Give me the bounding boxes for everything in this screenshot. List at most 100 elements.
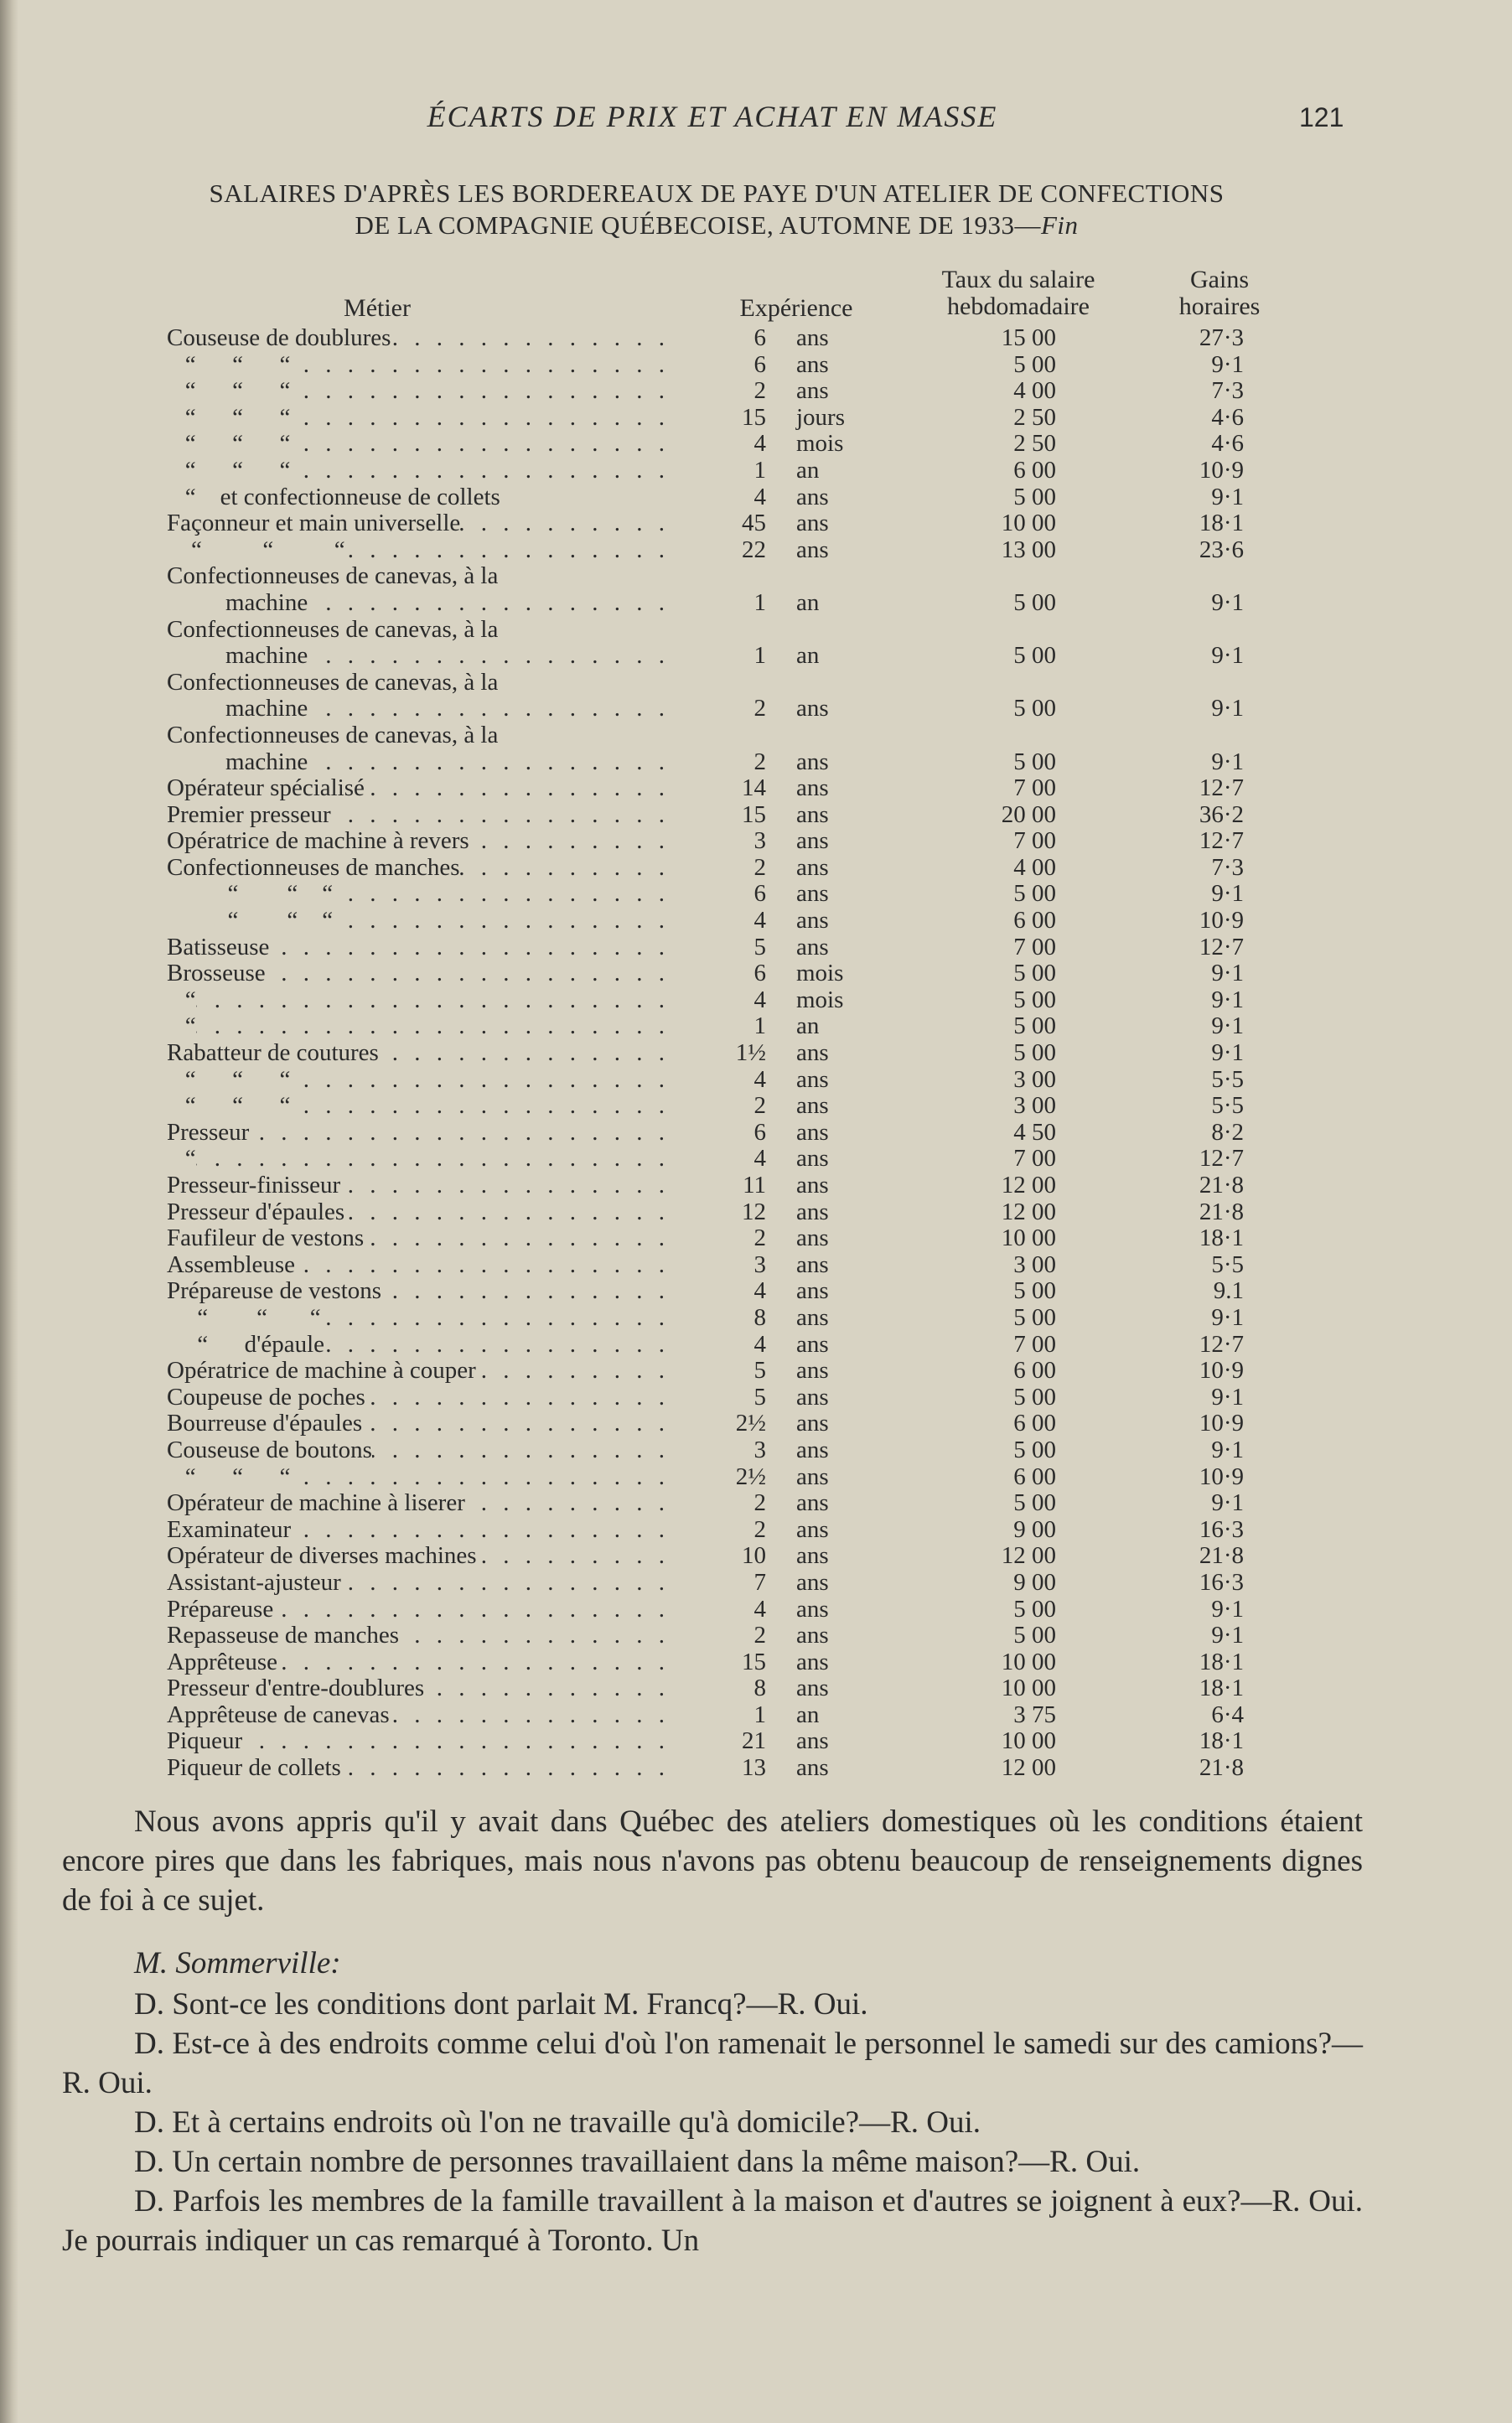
table-row: “ “ “. . . . . . . . . . . . . . . . . .…	[0, 907, 1512, 935]
metier-line: Apprêteuse de canevas. . . . . . . . . .…	[167, 1702, 670, 1729]
qa-line: D. Est-ce à des endroits comme celui d'o…	[62, 2027, 1363, 2100]
experience-unit: mois	[796, 986, 844, 1013]
metier-cell: “ “ “. . . . . . . . . . . . . . . . . .…	[167, 405, 670, 432]
metier-line: “ “ “. . . . . . . . . . . . . . . . . .…	[167, 458, 670, 484]
experience-value: 1	[753, 588, 767, 616]
weekly-wage: 13 00	[1001, 536, 1056, 563]
metier-label: “	[167, 986, 196, 1013]
experience-value: 21	[742, 1727, 766, 1755]
table-row: “ “ “. . . . . . . . . . . . . . . . . .…	[0, 350, 1512, 379]
experience-value: 15	[742, 800, 766, 828]
weekly-wage: 15 00	[1001, 324, 1056, 351]
metier-line: Prépareuse de vestons. . . . . . . . . .…	[167, 1278, 670, 1305]
experience-value: 4	[753, 907, 767, 935]
experience-unit: ans	[796, 483, 829, 510]
experience-value: 7	[753, 1568, 767, 1596]
metier-line: “ et confectionneuse de collets	[167, 484, 670, 511]
metier-label: “ “ “	[167, 378, 291, 405]
hourly-earnings: 9·1	[1211, 1303, 1244, 1331]
metier-label: “ “ “	[167, 351, 291, 378]
metier-cell: Assistant-ajusteur. . . . . . . . . . . …	[167, 1570, 670, 1597]
table-row: “ “ “. . . . . . . . . . . . . . . . . .…	[0, 431, 1512, 458]
metier-label: Faufileur de vestons	[167, 1225, 365, 1252]
weekly-wage: 12 00	[1001, 1198, 1056, 1225]
column-header-experience: Expérience	[739, 294, 853, 322]
metier-line: Confectionneuses de manches. . . . . . .…	[167, 855, 670, 882]
dot-leader: . . . . . . . . . . . . . . . . . . . . …	[290, 457, 670, 484]
metier-line: Presseur. . . . . . . . . . . . . . . . …	[167, 1120, 670, 1147]
metier-line: Presseur-finisseur. . . . . . . . . . . …	[167, 1173, 670, 1199]
experience-value: 2½	[735, 1410, 766, 1437]
hourly-earnings: 9·1	[1211, 350, 1244, 378]
dot-leader: . . . . . . . . . . . . . . . . . . . . …	[266, 960, 670, 987]
dot-leader: . . . . . . . . . . . . . . . . . . . . …	[344, 1199, 670, 1225]
table-row: Prépareuse de vestons. . . . . . . . . .…	[0, 1278, 1512, 1305]
dot-leader: . . . . . . . . . . . . . . . . . . . . …	[196, 1013, 670, 1040]
metier-line: Apprêteuse. . . . . . . . . . . . . . . …	[167, 1649, 670, 1676]
experience-value: 6	[753, 960, 767, 987]
experience-value: 2	[753, 748, 767, 775]
metier-cell: Façonneur et main universelle. . . . . .…	[167, 510, 670, 537]
experience-unit: ans	[796, 1383, 829, 1411]
metier-cell: Faufileur de vestons. . . . . . . . . . …	[167, 1225, 670, 1252]
metier-label: “ “ “	[167, 1463, 291, 1490]
hourly-earnings: 9.1	[1213, 1277, 1244, 1305]
metier-line: “. . . . . . . . . . . . . . . . . . . .…	[167, 1013, 670, 1040]
experience-unit: ans	[796, 1568, 829, 1596]
metier-cell: Couseuse de doublures. . . . . . . . . .…	[167, 325, 670, 352]
metier-line: “ “ “. . . . . . . . . . . . . . . . . .…	[167, 405, 670, 432]
experience-value: 4	[753, 986, 767, 1013]
metier-cell: “ “ “. . . . . . . . . . . . . . . . . .…	[167, 1093, 670, 1120]
metier-label: “ “ “	[167, 1093, 291, 1120]
table-title: SALAIRES D'APRÈS LES BORDEREAUX DE PAYE …	[50, 178, 1383, 241]
weekly-wage: 7 00	[1013, 774, 1056, 802]
experience-unit: mois	[796, 430, 844, 458]
metier-line: “ “ “. . . . . . . . . . . . . . . . . .…	[167, 1464, 670, 1491]
metier-cell: “ “ “. . . . . . . . . . . . . . . . . .…	[167, 378, 670, 405]
hourly-earnings: 9·1	[1211, 1622, 1244, 1649]
metier-cell: Repasseuse de manches. . . . . . . . . .…	[167, 1623, 670, 1649]
metier-cell: Presseur. . . . . . . . . . . . . . . . …	[167, 1120, 670, 1147]
experience-unit: ans	[796, 1436, 829, 1463]
metier-line: Opérateur spécialisé. . . . . . . . . . …	[167, 775, 670, 802]
dot-leader: . . . . . . . . . . . . . . . . . . . . …	[340, 1173, 670, 1199]
experience-value: 6	[753, 324, 767, 351]
metier-label: Presseur	[167, 1119, 250, 1146]
metier-cell: Piqueur. . . . . . . . . . . . . . . . .…	[167, 1728, 670, 1755]
experience-value: 2	[753, 1515, 767, 1543]
metier-label: “ “ “	[167, 881, 334, 908]
dot-leader: . . . . . . . . . . . . . . . . . . . . …	[365, 1384, 670, 1411]
hourly-earnings: 9·1	[1211, 1012, 1244, 1040]
experience-value: 5	[753, 1383, 767, 1411]
weekly-wage: 12 00	[1001, 1754, 1056, 1782]
dot-leader: . . . . . . . . . . . . . . . . . . . . …	[362, 1411, 670, 1437]
table-row: Couseuse de boutons. . . . . . . . . . .…	[0, 1437, 1512, 1464]
weekly-wage: 4 00	[1013, 853, 1056, 881]
table-row: “ “ “. . . . . . . . . . . . . . . . . .…	[0, 378, 1512, 405]
dot-leader: . . . . . . . . . . . . . . . . . . . . …	[477, 1543, 670, 1570]
experience-unit: ans	[796, 1463, 829, 1490]
metier-label: “	[167, 1013, 196, 1040]
hourly-earnings: 10·9	[1199, 1357, 1244, 1385]
metier-cell: Brosseuse. . . . . . . . . . . . . . . .…	[167, 960, 670, 987]
metier-line: “ “ “. . . . . . . . . . . . . . . . . .…	[167, 1093, 670, 1120]
metier-line: “ “ “. . . . . . . . . . . . . . . . . .…	[167, 908, 670, 935]
experience-unit: ans	[796, 695, 829, 722]
hourly-earnings: 4·6	[1211, 430, 1244, 458]
metier-cell: Confectionneuses de canevas, à la machine…	[167, 617, 670, 670]
metier-line: Rabatteur de coutures. . . . . . . . . .…	[167, 1040, 670, 1067]
dot-leader: . . . . . . . . . . . . . . . . . . . . …	[424, 1675, 670, 1702]
dot-leader: . . . . . . . . . . . . . . . . . . . . …	[476, 1358, 670, 1385]
dot-leader: . . . . . . . . . . . . . . . . . . . . …	[324, 1331, 670, 1358]
hourly-earnings: 9·1	[1211, 1595, 1244, 1623]
dot-leader: . . . . . . . . . . . . . . . . . . . . …	[459, 854, 670, 881]
column-header-metier: Métier	[344, 294, 411, 322]
table-row: Confectionneuses de manches. . . . . . .…	[0, 853, 1512, 882]
weekly-wage: 12 00	[1001, 1542, 1056, 1570]
experience-unit: ans	[796, 1727, 829, 1755]
table-title-line1: SALAIRES D'APRÈS LES BORDEREAUX DE PAYE …	[209, 179, 1225, 208]
experience-unit: ans	[796, 933, 829, 960]
hourly-earnings: 9·1	[1211, 483, 1244, 510]
table-row: Piqueur. . . . . . . . . . . . . . . . .…	[0, 1728, 1512, 1755]
experience-unit: ans	[796, 1648, 829, 1675]
